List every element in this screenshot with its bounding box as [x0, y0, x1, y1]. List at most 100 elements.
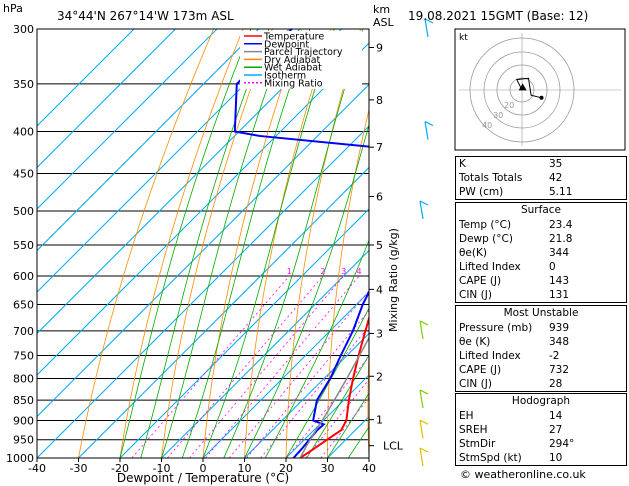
- mixing-ratio-axis-label: Mixing Ratio (g/kg): [387, 228, 400, 332]
- surface-key: θe(K): [459, 247, 487, 259]
- pressure-tick-label: 500: [13, 205, 34, 218]
- dry-adiabat-line: [244, 29, 332, 458]
- km-tick-label: LCL: [383, 440, 404, 453]
- surface-value: 143: [549, 275, 570, 287]
- km-tick-label: 7: [376, 141, 383, 154]
- wet-adiabat-line: [223, 29, 364, 458]
- isotherm-line: [37, 29, 259, 252]
- isotherm-line: [244, 332, 369, 458]
- hodograph-box: Hodograph EH 14 SREH 27 StmDir 294° StmSpd (kt)…: [455, 393, 627, 466]
- most-unstable-key: θe (K): [459, 336, 491, 348]
- most-unstable-key: Pressure (mb): [459, 322, 533, 334]
- legend-label: Wet Adiabat: [264, 63, 322, 74]
- most-unstable-key: CAPE (J): [459, 364, 502, 376]
- most-unstable-row: Lifted Index -2: [456, 349, 626, 363]
- wet-adiabat-line: [202, 29, 335, 458]
- wind-barb: [419, 420, 424, 439]
- isotherm-line: [119, 208, 369, 458]
- surface-row: CAPE (J) 143: [456, 274, 626, 288]
- isotherm-line: [285, 374, 369, 458]
- mixing-ratio-line: [189, 275, 345, 458]
- isotherm-line: [37, 29, 135, 127]
- most-unstable-row: θe (K) 348: [456, 335, 626, 349]
- surface-row: θe(K) 344: [456, 246, 626, 260]
- hodo-value: 10: [549, 452, 563, 464]
- dewpoint-trace: [233, 29, 369, 458]
- surface-value: 23.4: [549, 219, 573, 231]
- hodo-key: StmDir: [459, 438, 496, 450]
- pressure-tick-label: 900: [13, 414, 34, 427]
- wet-adiabat-line: [264, 239, 369, 458]
- pressure-tick-label: 700: [13, 325, 34, 338]
- wind-barb-flag: [424, 18, 434, 24]
- wind-barb: [419, 320, 424, 340]
- wind-barb: [424, 121, 429, 140]
- km-tick-label: 2: [376, 370, 383, 383]
- indices-key: Totals Totals: [459, 172, 523, 184]
- pressure-tick-label: 300: [13, 23, 34, 36]
- mixing-ratio-line: [286, 356, 369, 458]
- wet-adiabat-line: [119, 29, 252, 458]
- dry-adiabat-line: [202, 29, 303, 458]
- most-unstable-row: CAPE (J) 732: [456, 363, 626, 377]
- pressure-tick-label: 650: [13, 299, 34, 312]
- datetime-title: 19.08.2021 15GMT (Base: 12): [408, 9, 588, 23]
- km-tick-label: 4: [376, 283, 383, 296]
- indices-row: PW (cm) 5.11: [456, 185, 626, 199]
- hodo-row: SREH 27: [456, 423, 626, 437]
- hodograph-frame: [454, 28, 626, 151]
- x-tick-label: -20: [111, 462, 129, 475]
- pressure-tick-label: 600: [13, 270, 34, 283]
- surface-key: Lifted Index: [459, 261, 521, 273]
- pressure-tick-label: 450: [13, 167, 34, 180]
- legend-label: Dewpoint: [264, 39, 309, 50]
- pressure-tick-label: 800: [13, 372, 34, 385]
- mixing-ratio-label: 2: [320, 267, 325, 276]
- mixing-ratio-line: [305, 378, 369, 458]
- most-unstable-title: Most Unstable: [503, 307, 579, 319]
- most-unstable-value: 28: [549, 378, 563, 390]
- wet-adiabat-line: [140, 29, 270, 458]
- most-unstable-value: 348: [549, 336, 570, 348]
- most-unstable-row: Pressure (mb) 939: [456, 321, 626, 335]
- x-tick-label: 40: [362, 462, 376, 475]
- surface-value: 131: [549, 289, 570, 301]
- most-unstable-row: CIN (J) 28: [456, 377, 626, 391]
- wind-barb: [419, 200, 424, 220]
- hpa-axis-label: hPa: [3, 2, 23, 15]
- surface-title: Surface: [520, 204, 561, 216]
- temperature-trace: [299, 314, 369, 458]
- legend-label: Temperature: [263, 32, 324, 43]
- wet-adiabat-line: [285, 307, 369, 458]
- wet-adiabat-line: [181, 29, 311, 458]
- most-unstable-key: Lifted Index: [459, 350, 521, 362]
- mixing-ratio-line: [167, 275, 324, 458]
- hodo-row: EH 14: [456, 409, 626, 423]
- hodograph-trace: [516, 77, 542, 99]
- surface-row: Lifted Index 0: [456, 260, 626, 274]
- x-axis-label: Dewpoint / Temperature (°C): [117, 471, 289, 485]
- indices-key: K: [459, 158, 466, 170]
- hodo-row: StmDir 294°: [456, 437, 626, 451]
- most-unstable-value: -2: [549, 350, 560, 362]
- legend-label: Isotherm: [264, 71, 306, 82]
- wind-barb-flag: [424, 120, 434, 127]
- isotherm-line: [78, 166, 369, 458]
- hodo-key: SREH: [459, 424, 488, 436]
- isotherm-line: [37, 29, 301, 293]
- isotherm-line: [161, 249, 369, 458]
- wind-barb-flag: [419, 389, 429, 395]
- km-tick-label: 9: [376, 42, 383, 55]
- indices-value: 35: [549, 158, 563, 170]
- wind-barb: [419, 389, 424, 409]
- isotherm-line: [37, 29, 176, 169]
- legend-label: Dry Adiabat: [264, 55, 321, 66]
- most-unstable-value: 939: [549, 322, 570, 334]
- hodo-key: EH: [459, 410, 474, 422]
- x-tick-label: -10: [153, 462, 171, 475]
- hodo-value: 14: [549, 410, 563, 422]
- most-unstable-key: CIN (J): [459, 378, 492, 390]
- mixing-ratio-line: [228, 290, 369, 458]
- km-tick-label: 5: [376, 239, 383, 252]
